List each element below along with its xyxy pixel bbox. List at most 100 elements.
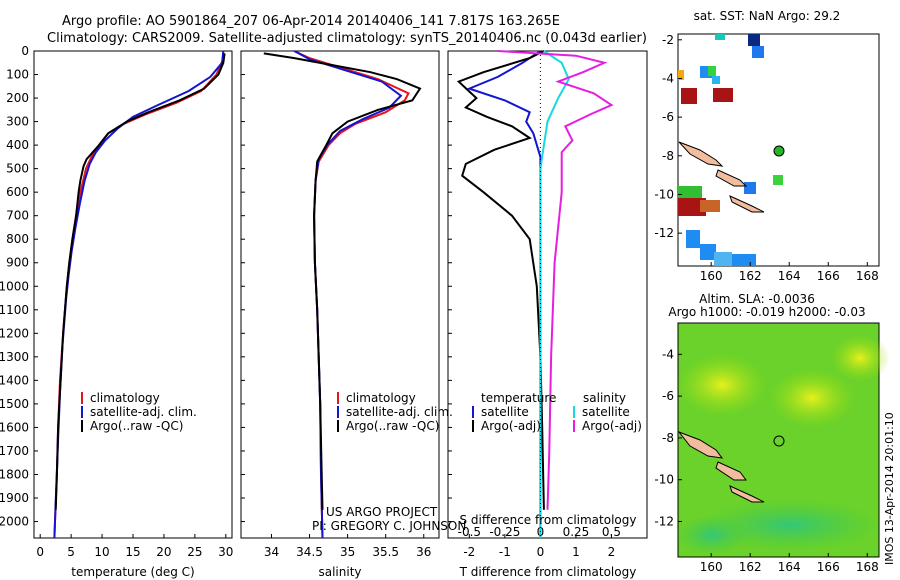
sst-pixel [732, 254, 756, 266]
salinity-xlabel: salinity [318, 565, 361, 579]
island-shape [715, 169, 748, 187]
legend-label: satellite [481, 405, 529, 419]
t-diff-xlabel: T difference from climatology [459, 565, 637, 579]
x-tick-label: 35.5 [372, 545, 399, 559]
depth-tick-label: 1500 [0, 397, 29, 411]
sla-anomaly [768, 368, 856, 428]
x-tick-label: 15 [125, 545, 140, 559]
sst-pixel [714, 252, 732, 266]
sst-pixel [681, 88, 697, 104]
legend-label: climatology [346, 391, 416, 405]
series-line-satellite-adj-clim- [293, 50, 403, 539]
x-tick-label: 25 [187, 545, 202, 559]
x-tick-label: 34.5 [296, 545, 323, 559]
depth-tick-label: 0 [21, 44, 29, 58]
x-tick-label: -2 [463, 545, 475, 559]
map-y-tick-label: -4 [662, 347, 674, 361]
depth-tick-label: 1300 [0, 350, 29, 364]
difference-panel-frame [447, 50, 648, 539]
x-tick-label: 36 [416, 545, 431, 559]
legend-label: satellite-adj. clim. [346, 405, 453, 419]
x-tick-label: 10 [94, 545, 109, 559]
island-shape [677, 430, 724, 459]
salinity-plot: 34 34.5 35 35.5 36 [263, 50, 431, 559]
depth-tick-label: 1700 [0, 444, 29, 458]
legend-title-temperature: temperature [481, 391, 556, 405]
series-line-t-argo-adj- [456, 50, 545, 510]
sla-anomaly [830, 334, 890, 382]
x-tick-label: 5 [67, 545, 75, 559]
salinity-legend: climatology satellite-adj. clim. Argo(..… [337, 391, 453, 433]
map-y-tick-label: -8 [662, 149, 674, 163]
map-x-tick-label: 162 [739, 269, 762, 283]
map-x-tick-label: 160 [700, 269, 723, 283]
depth-tick-label: 200 [6, 91, 29, 105]
s-tick-label: -0.5 [458, 525, 481, 539]
island-shape [715, 461, 747, 481]
depth-axis: 0 100 200 300 400 500 600 700 800 900 1000 1100 1200… [0, 44, 452, 529]
temperature-plot: 0 5 10 15 20 25 30 [36, 50, 233, 559]
difference-legend: temperature salinity satellite Argo(-adj… [472, 391, 642, 433]
header-line1: Argo profile: AO 5901864_207 06-Apr-2014… [62, 14, 560, 29]
sst-map-title: sat. SST: NaN Argo: 29.2 [694, 9, 841, 23]
map-y-tick-label: -2 [662, 33, 674, 47]
depth-tick-label: 2000 [0, 515, 29, 529]
sst-pixel [678, 70, 684, 80]
map-x-tick-label: 166 [817, 560, 840, 574]
map-x-tick-label: 164 [778, 269, 801, 283]
depth-tick-label: 300 [6, 115, 29, 129]
credit-project: US ARGO PROJECT [326, 505, 438, 519]
depth-tick-label: 100 [6, 68, 29, 82]
map-x-tick-label: 160 [700, 560, 723, 574]
map-x-tick-label: 166 [817, 269, 840, 283]
temperature-panel-frame [33, 50, 233, 539]
depth-tick-label: 1100 [0, 303, 29, 317]
sst-pixel [686, 230, 700, 248]
map-y-tick-label: -12 [654, 514, 674, 528]
x-tick-label: 34 [264, 545, 279, 559]
x-tick-label: 30 [218, 545, 233, 559]
sla-map-subtitle: Argo h1000: -0.019 h2000: -0.03 [668, 305, 865, 319]
sst-pixel [678, 198, 706, 216]
x-tick-label: 35 [340, 545, 355, 559]
x-tick-label: 2 [608, 545, 616, 559]
s-tick-label: 0.25 [563, 525, 590, 539]
map-x-tick-label: 162 [739, 560, 762, 574]
depth-tick-label: 900 [6, 256, 29, 270]
s-tick-label: 0.5 [602, 525, 621, 539]
map-axes: 160 162 164 166 168 -2 -4 -6 -8 -10 -12 160 162 164 16… [654, 33, 878, 574]
series-line-satellite-adj-clim- [53, 50, 225, 539]
map-x-tick-label: 168 [856, 560, 879, 574]
depth-tick-label: 700 [6, 209, 29, 223]
legend-label: Argo(-adj) [481, 419, 541, 433]
legend-label: Argo(-adj) [582, 419, 642, 433]
map-x-tick-label: 168 [856, 269, 879, 283]
map-y-tick-label: -10 [654, 187, 674, 201]
x-tick-label: -1 [499, 545, 511, 559]
depth-tick-label: 600 [6, 185, 29, 199]
s-diff-xlabel: S difference from climatology [460, 513, 637, 527]
argo-location-marker [773, 435, 785, 447]
depth-tick-label: 1800 [0, 467, 29, 481]
series-line-t-satellite [466, 50, 542, 538]
argo-location-marker [773, 145, 785, 157]
temperature-xlabel: temperature (deg C) [71, 565, 194, 579]
legend-label: satellite [582, 405, 630, 419]
x-tick-label: 1 [572, 545, 580, 559]
depth-tick-label: 1600 [0, 420, 29, 434]
map-y-tick-label: -8 [662, 431, 674, 445]
sst-pixel [678, 186, 702, 198]
sst-pixel [715, 34, 725, 40]
depth-tick-label: 400 [6, 138, 29, 152]
sst-pixel [708, 66, 716, 76]
sst-pixel [700, 200, 720, 212]
map-x-tick-label: 164 [778, 560, 801, 574]
depth-tick-label: 1900 [0, 491, 29, 505]
x-tick-label: 20 [156, 545, 171, 559]
sla-anomaly [676, 515, 748, 555]
salinity-panel-frame [240, 50, 440, 539]
sst-pixel [712, 76, 720, 84]
series-line-s-satellite [539, 50, 570, 538]
